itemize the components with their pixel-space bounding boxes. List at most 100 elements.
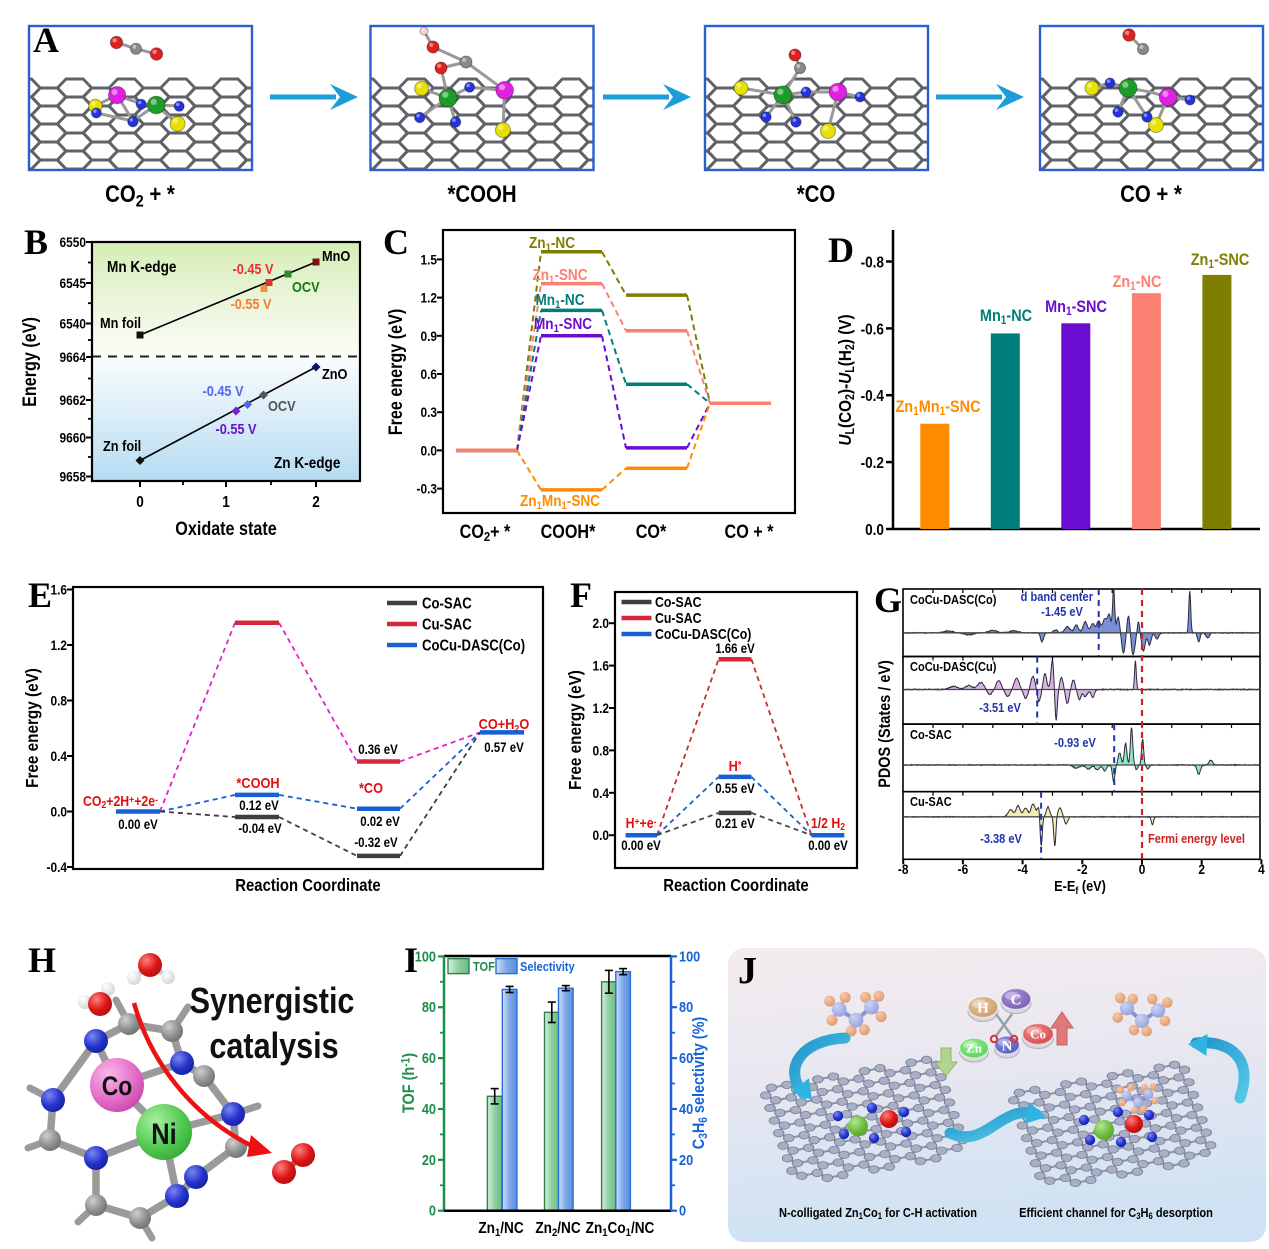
svg-text:0.55 eV: 0.55 eV xyxy=(715,781,755,796)
svg-text:C: C xyxy=(1011,992,1022,1008)
svg-text:-0.6: -0.6 xyxy=(861,321,884,338)
svg-text:80: 80 xyxy=(422,998,436,1015)
svg-text:-0.3: -0.3 xyxy=(417,481,437,497)
svg-text:0.0: 0.0 xyxy=(420,442,437,458)
svg-text:-0.8: -0.8 xyxy=(861,255,884,272)
svg-text:*CO: *CO xyxy=(359,779,383,796)
svg-text:H: H xyxy=(28,940,56,980)
svg-text:-0.93 eV: -0.93 eV xyxy=(1054,735,1096,750)
svg-text:Reaction Coordinate: Reaction Coordinate xyxy=(235,876,380,895)
svg-text:catalysis: catalysis xyxy=(209,1027,338,1067)
svg-text:0.57 eV: 0.57 eV xyxy=(484,740,524,755)
svg-text:Zn2/NC: Zn2/NC xyxy=(535,1220,581,1239)
svg-text:0.8: 0.8 xyxy=(592,742,609,758)
svg-text:Ni: Ni xyxy=(151,1117,177,1150)
svg-text:1.6: 1.6 xyxy=(592,658,609,674)
svg-text:J: J xyxy=(738,950,757,992)
svg-text:Fermi energy level: Fermi energy level xyxy=(1148,831,1245,846)
svg-text:40: 40 xyxy=(422,1100,436,1117)
svg-text:2: 2 xyxy=(312,494,320,511)
svg-text:Cu-SAC: Cu-SAC xyxy=(910,794,952,809)
svg-text:2: 2 xyxy=(1198,861,1205,877)
svg-text:A: A xyxy=(33,20,59,60)
svg-text:OCV: OCV xyxy=(268,397,296,414)
svg-text:OCV: OCV xyxy=(292,278,320,295)
svg-text:80: 80 xyxy=(679,998,693,1015)
svg-text:-4: -4 xyxy=(1017,861,1028,877)
svg-text:1.5: 1.5 xyxy=(420,252,437,268)
svg-text:PDOS (States / eV): PDOS (States / eV) xyxy=(876,660,894,788)
svg-text:0.02 eV: 0.02 eV xyxy=(360,814,400,829)
svg-text:-3.38 eV: -3.38 eV xyxy=(980,831,1022,846)
svg-text:9658: 9658 xyxy=(60,469,86,485)
svg-text:Zn foil: Zn foil xyxy=(103,437,141,454)
svg-text:TOF: TOF xyxy=(473,959,495,974)
svg-text:1.2: 1.2 xyxy=(50,637,67,653)
svg-text:6540: 6540 xyxy=(60,316,86,332)
svg-text:0.00 eV: 0.00 eV xyxy=(621,838,661,853)
svg-text:0.4: 0.4 xyxy=(50,748,67,764)
svg-text:Synergistic: Synergistic xyxy=(190,982,355,1022)
svg-text:0: 0 xyxy=(429,1202,436,1219)
svg-text:Free energy (eV): Free energy (eV) xyxy=(565,670,585,790)
svg-text:Co: Co xyxy=(1030,1027,1046,1042)
svg-text:1.66 eV: 1.66 eV xyxy=(715,641,755,656)
svg-text:d band center: d band center xyxy=(1021,589,1094,604)
svg-text:CO*: CO* xyxy=(636,521,667,543)
svg-text:-2: -2 xyxy=(1077,861,1088,877)
svg-text:Co-SAC: Co-SAC xyxy=(910,727,952,742)
svg-text:0.3: 0.3 xyxy=(420,404,437,420)
svg-text:COOH*: COOH* xyxy=(541,521,596,543)
svg-text:0.36 eV: 0.36 eV xyxy=(358,742,398,757)
svg-text:*COOH: *COOH xyxy=(236,774,279,791)
svg-text:Co: Co xyxy=(102,1071,133,1101)
svg-text:Mn1-SNC: Mn1-SNC xyxy=(534,316,592,335)
svg-text:*CO: *CO xyxy=(797,180,836,207)
svg-text:Zn1-SNC: Zn1-SNC xyxy=(532,267,587,286)
svg-text:Zn K-edge: Zn K-edge xyxy=(274,455,340,472)
svg-text:-8: -8 xyxy=(898,861,909,877)
svg-text:20: 20 xyxy=(679,1151,693,1168)
svg-text:60: 60 xyxy=(422,1049,436,1066)
svg-text:Zn1Mn1-SNC: Zn1Mn1-SNC xyxy=(895,398,980,418)
svg-text:-0.45 V: -0.45 V xyxy=(232,260,274,277)
svg-text:9662: 9662 xyxy=(60,392,86,408)
svg-text:1: 1 xyxy=(222,494,230,511)
svg-text:CO + *: CO + * xyxy=(725,521,774,543)
svg-text:Cu-SAC: Cu-SAC xyxy=(655,610,702,626)
svg-text:Co-SAC: Co-SAC xyxy=(422,596,472,613)
svg-text:CO2+2H++2e-: CO2+2H++2e- xyxy=(83,793,158,811)
svg-text:Mn foil: Mn foil xyxy=(100,314,141,331)
svg-text:0.00 eV: 0.00 eV xyxy=(808,838,848,853)
svg-text:E-Ef (eV): E-Ef (eV) xyxy=(1054,877,1106,897)
svg-text:Zn1-NC: Zn1-NC xyxy=(1113,273,1162,293)
svg-text:6545: 6545 xyxy=(60,275,86,291)
svg-text:6550: 6550 xyxy=(60,234,86,250)
svg-text:Mn1-NC: Mn1-NC xyxy=(535,292,584,311)
svg-text:-0.04 eV: -0.04 eV xyxy=(238,821,282,836)
svg-text:CO + *: CO + * xyxy=(1120,180,1182,207)
svg-text:0: 0 xyxy=(136,494,144,511)
svg-text:100: 100 xyxy=(679,947,700,964)
svg-text:Co-SAC: Co-SAC xyxy=(655,594,702,610)
svg-text:Zn1Mn1-SNC: Zn1Mn1-SNC xyxy=(520,493,600,512)
svg-text:Zn1-SNC: Zn1-SNC xyxy=(1191,251,1250,271)
svg-text:E: E xyxy=(28,575,52,615)
svg-text:-0.2: -0.2 xyxy=(861,455,884,472)
svg-text:20: 20 xyxy=(422,1151,436,1168)
svg-text:*COOH: *COOH xyxy=(447,180,516,207)
svg-text:0: 0 xyxy=(679,1202,686,1219)
svg-text:0.21 eV: 0.21 eV xyxy=(715,816,755,831)
svg-text:Zn: Zn xyxy=(966,1041,983,1056)
svg-text:0.9: 0.9 xyxy=(420,328,437,344)
svg-text:Free energy (eV): Free energy (eV) xyxy=(385,309,407,436)
svg-text:F: F xyxy=(570,575,592,615)
svg-text:UL(CO2)-UL(H2) (V): UL(CO2)-UL(H2) (V) xyxy=(835,314,858,445)
svg-text:-0.4: -0.4 xyxy=(861,388,885,405)
svg-text:-0.55 V: -0.55 V xyxy=(230,295,272,312)
svg-text:-0.32 eV: -0.32 eV xyxy=(354,835,398,850)
svg-text:4: 4 xyxy=(1258,861,1265,877)
svg-text:CoCu-DASC(Co): CoCu-DASC(Co) xyxy=(655,626,751,642)
svg-text:H++e-: H++e- xyxy=(626,815,657,831)
svg-text:Efficient channel for C3H6 des: Efficient channel for C3H6 desorption xyxy=(1019,1205,1213,1221)
